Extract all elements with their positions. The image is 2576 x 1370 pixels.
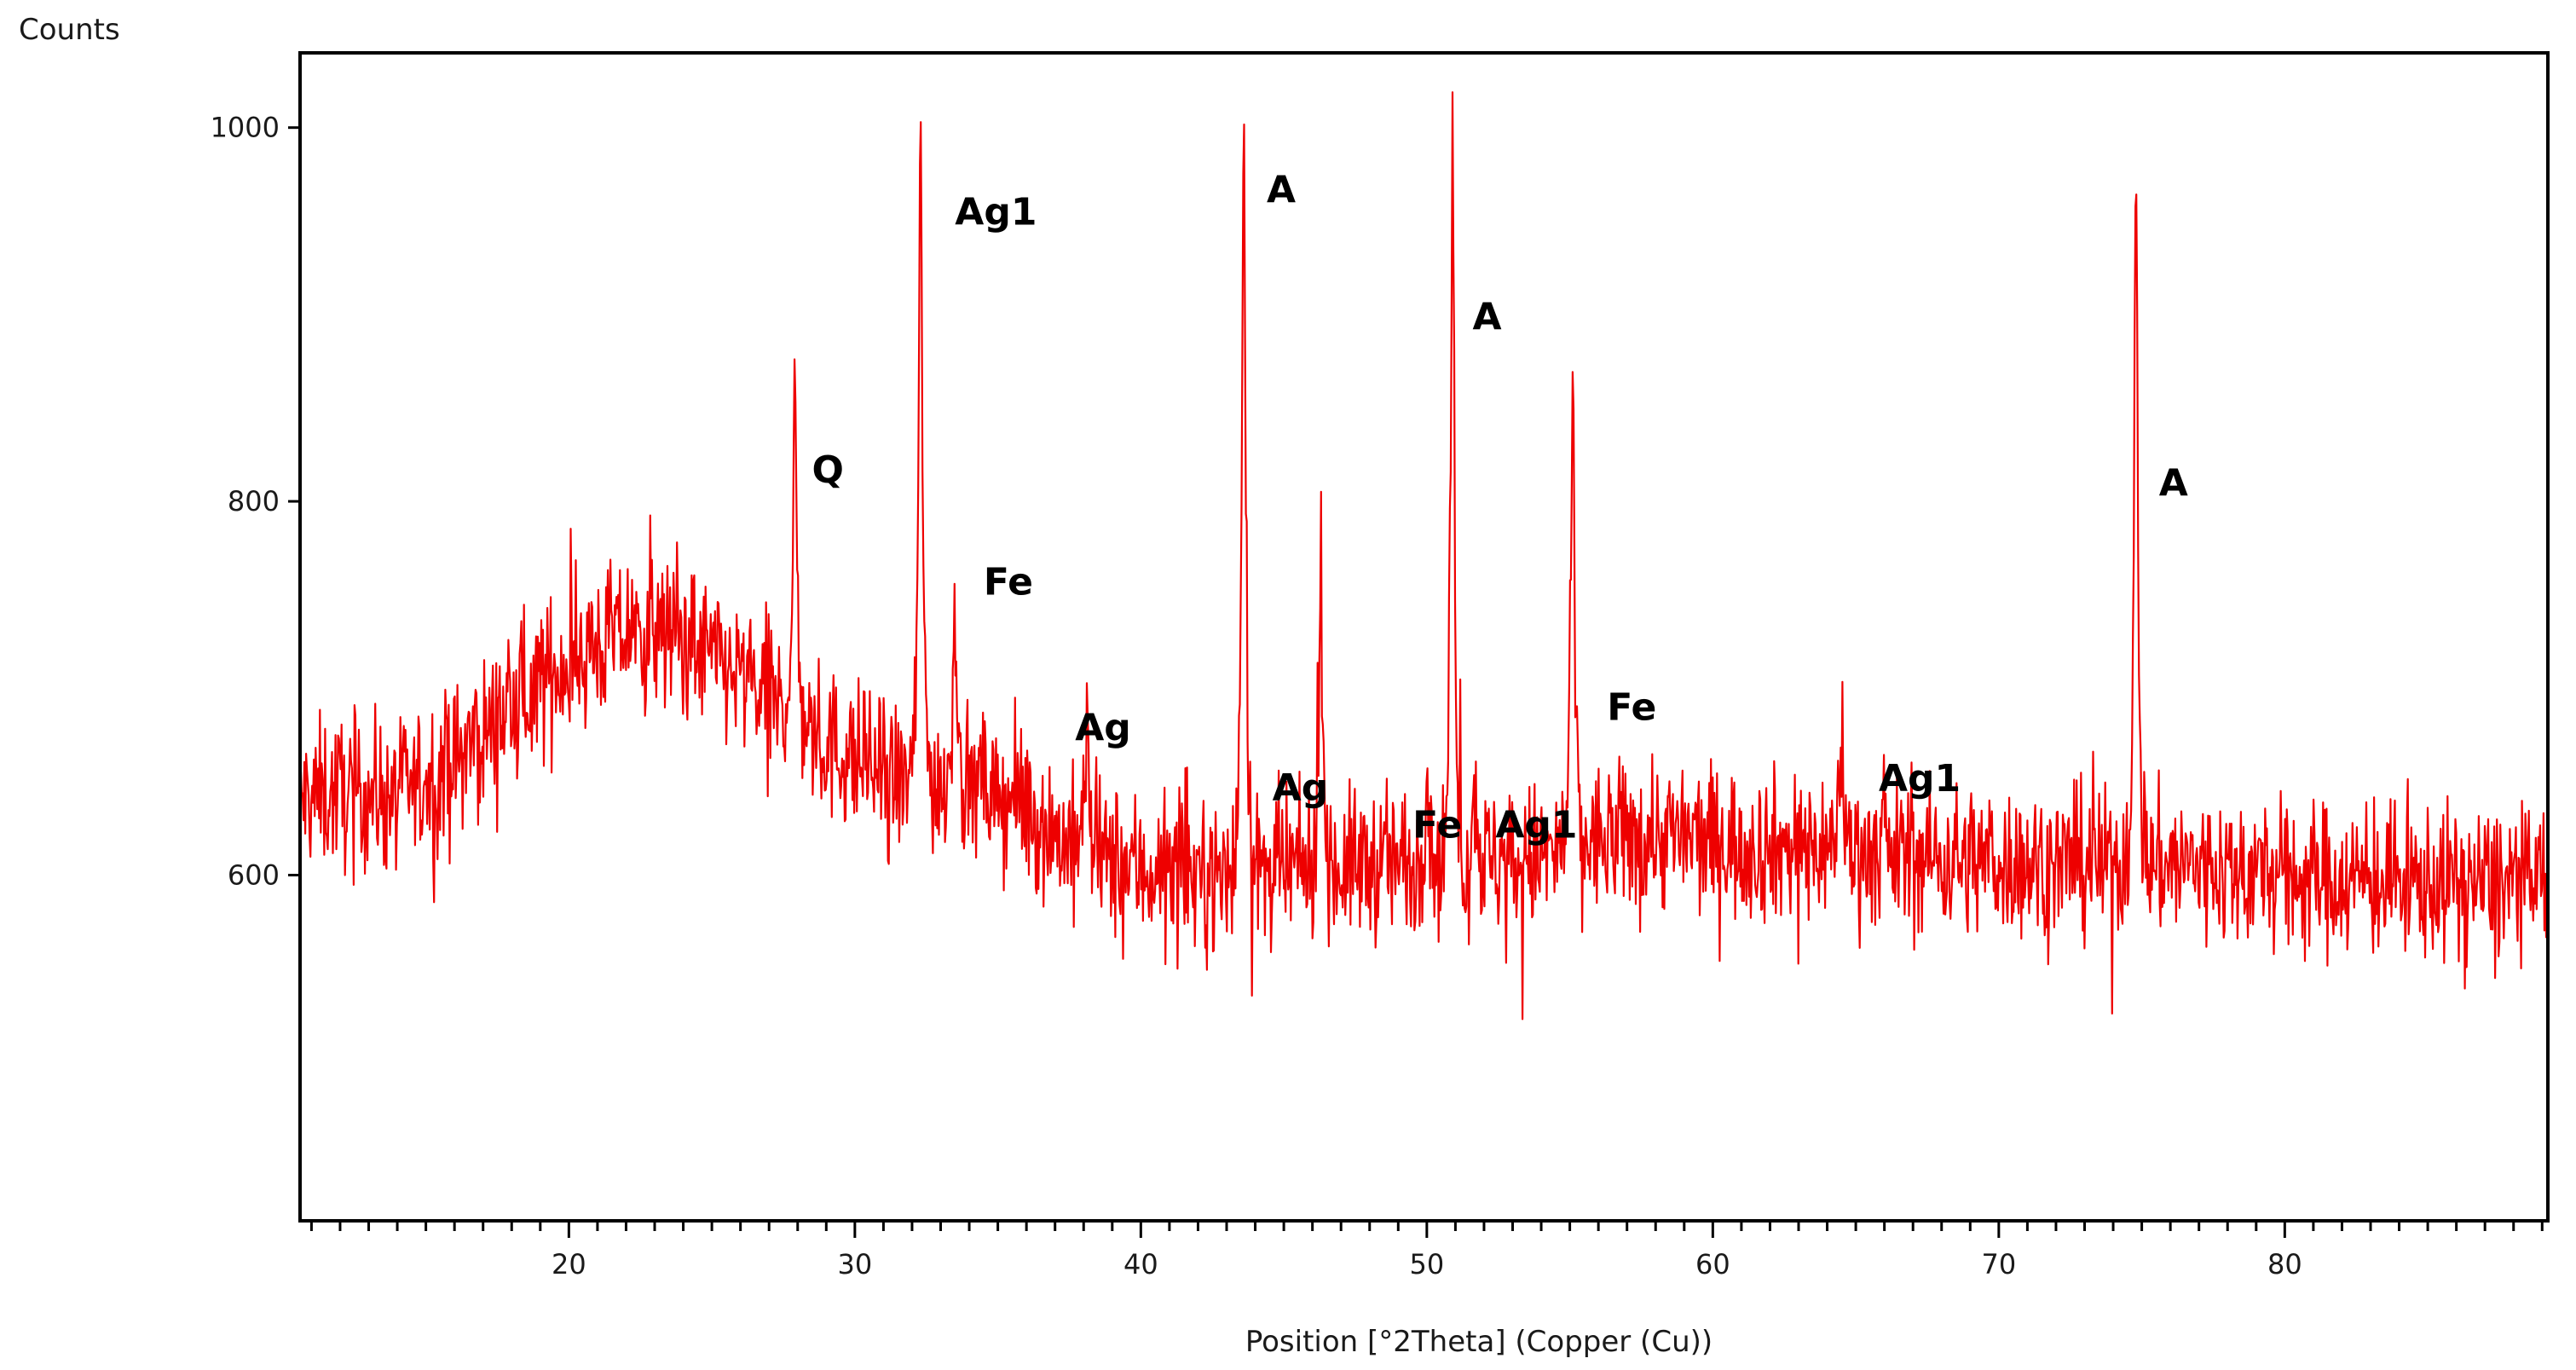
x-axis: 20 30 40 50 60 70 80 [309,1221,2544,1280]
peak-label: Ag [1075,707,1131,750]
peak-label: Ag [1273,766,1329,810]
y-tick-label: 800 [228,485,280,517]
series-group [300,91,2548,1020]
x-tick-label: 50 [1409,1248,1444,1280]
y-tick-label: 1000 [211,112,280,144]
y-axis-title: Counts [19,13,120,47]
plot-frame [298,51,2550,1223]
peak-label: Fe [984,561,1033,604]
x-tick-label: 80 [2267,1248,2302,1280]
peak-label: Fe [1412,804,1462,847]
peak-label: A [1473,295,1502,338]
peak-label: Ag1 [1879,757,1961,801]
x-tick-label: 70 [1981,1248,2016,1280]
y-axis: 600 800 1000 [211,112,300,891]
x-tick-label: 40 [1123,1248,1158,1280]
peak-label: A [2159,462,2188,506]
peak-label: Q [812,448,844,492]
x-tick-label: 20 [552,1248,586,1280]
peak-label: Ag1 [955,191,1037,234]
peak-label: Ag1 [1495,804,1577,847]
peak-label: Fe [1607,686,1656,730]
xrd-series-line [300,91,2548,1020]
x-tick-label: 30 [838,1248,873,1280]
x-axis-title: Position [°2Theta] (Copper (Cu)) [1245,1325,1713,1359]
y-tick-label: 600 [228,858,280,891]
x-tick-label: 60 [1695,1248,1730,1280]
peak-label: A [1267,168,1296,211]
peak-labels: Q Ag1 Fe Ag A Ag A Fe Ag1 Fe Ag1 A [812,168,2188,847]
